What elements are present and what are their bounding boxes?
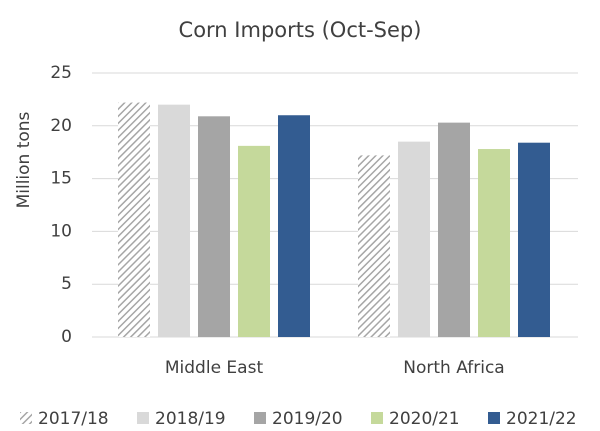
chart-title: Corn Imports (Oct-Sep): [179, 18, 422, 42]
legend-label: 2019/20: [272, 409, 343, 429]
legend-label: 2020/21: [389, 409, 460, 429]
legend-label: 2021/22: [506, 409, 577, 429]
legend-swatch: [488, 412, 500, 424]
bar: [518, 142, 550, 337]
legend-label: 2017/18: [38, 409, 109, 429]
legend-swatch: [20, 412, 32, 424]
y-tick-label: 15: [50, 169, 72, 189]
bar: [118, 102, 150, 338]
y-tick-label: 0: [61, 327, 72, 347]
bar: [198, 116, 230, 338]
bar: [158, 104, 190, 338]
y-tick-label: 20: [50, 116, 72, 136]
bar: [278, 115, 310, 338]
bar: [358, 155, 390, 337]
bar: [238, 145, 270, 337]
y-axis-label: Million tons: [14, 111, 34, 208]
y-tick-label: 5: [61, 274, 72, 294]
legend-swatch: [254, 412, 266, 424]
legend-swatch: [137, 412, 149, 424]
y-tick-label: 25: [50, 63, 72, 83]
bar: [478, 149, 510, 337]
legend-label: 2018/19: [155, 409, 226, 429]
y-tick-label: 10: [50, 221, 72, 241]
legend-swatch: [371, 412, 383, 424]
bar: [398, 141, 430, 337]
x-tick-label: Middle East: [165, 358, 264, 378]
bar: [438, 122, 470, 338]
x-tick-label: North Africa: [403, 358, 504, 378]
